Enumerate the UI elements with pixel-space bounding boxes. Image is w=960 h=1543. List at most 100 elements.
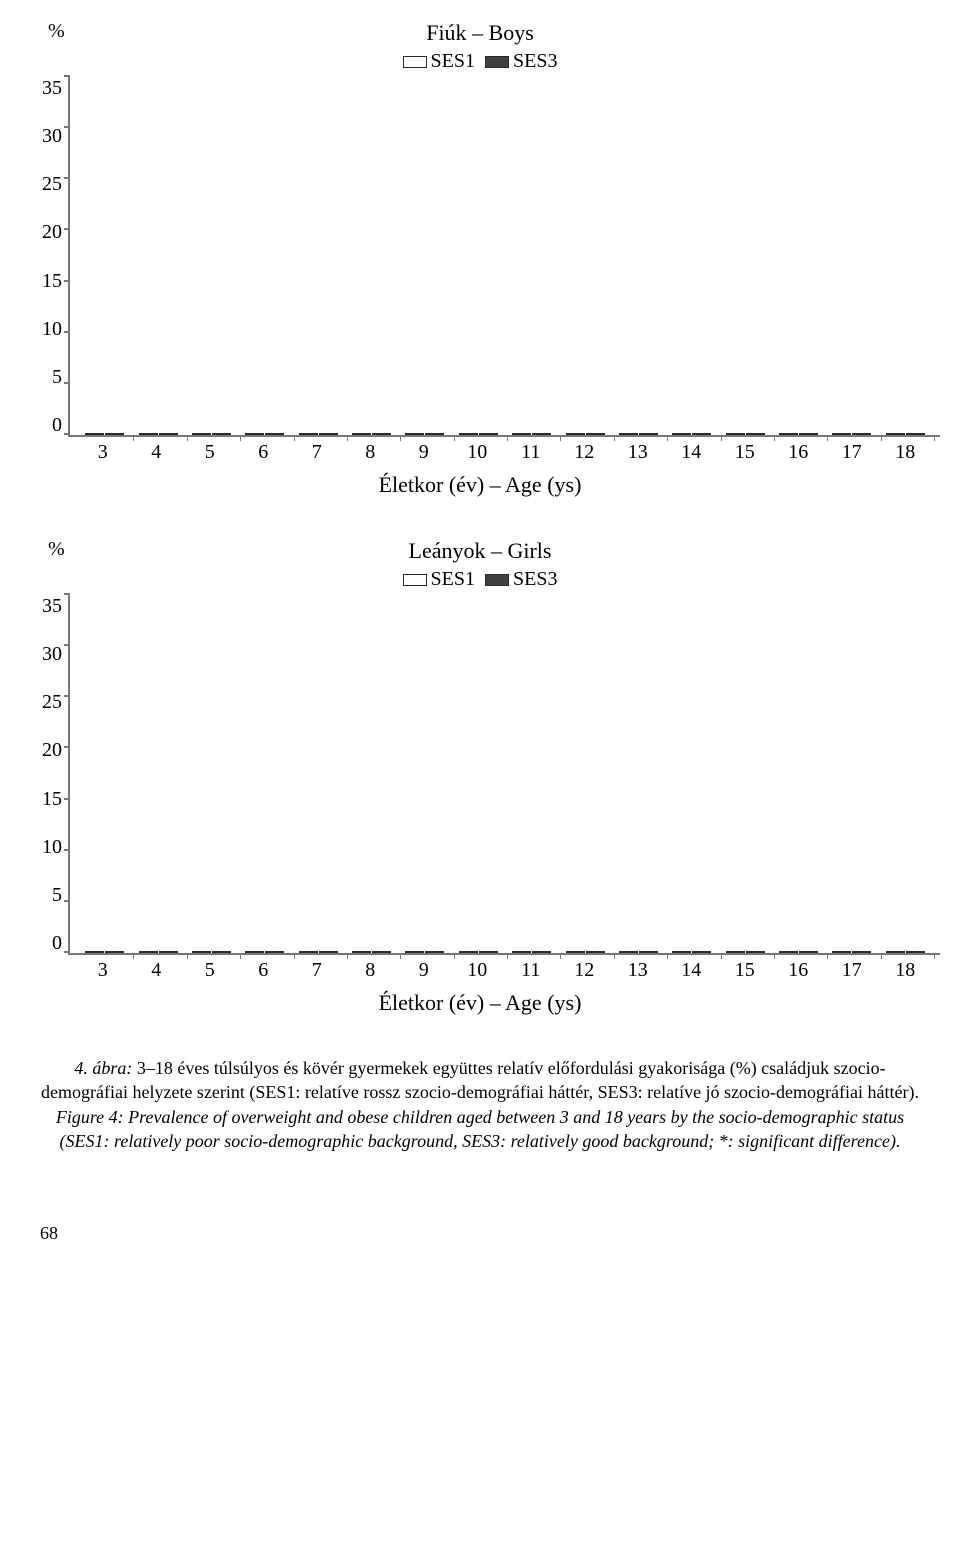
- x-tick-label: 6: [237, 437, 291, 464]
- x-tick-mark: [133, 953, 134, 959]
- x-tick-label: 5: [183, 437, 237, 464]
- caption-body-hun: 3–18 éves túlsúlyos és kövér gyermekek e…: [41, 1058, 919, 1102]
- bar-ses3: [265, 951, 284, 953]
- bar-ses1: [245, 433, 264, 435]
- x-tick-mark: [400, 953, 401, 959]
- bar-ses3: [906, 951, 925, 953]
- bar-group: [558, 951, 611, 953]
- x-tick-mark: [347, 435, 348, 441]
- bar-group: [452, 951, 505, 953]
- bar-group: [345, 433, 398, 435]
- legend-swatch-icon: [485, 574, 509, 586]
- x-tick-mark: [881, 953, 882, 959]
- bar-ses1: [352, 951, 371, 953]
- x-tick-mark: [560, 953, 561, 959]
- x-tick-label: 18: [879, 955, 933, 982]
- bar-group: [505, 433, 558, 435]
- bar-ses1: [299, 951, 318, 953]
- x-axis-title: Életkor (év) – Age (ys): [20, 472, 940, 498]
- y-tick-label: 35: [42, 77, 62, 100]
- bar-ses3: [799, 951, 818, 953]
- bar-ses1: [726, 951, 745, 953]
- legend-label: SES3: [513, 568, 557, 591]
- x-tick-mark: [454, 435, 455, 441]
- bar-ses1: [672, 951, 691, 953]
- y-tick-mark: [64, 382, 70, 384]
- x-tick-label: 9: [397, 955, 451, 982]
- x-tick-mark: [667, 435, 668, 441]
- bar-ses3: [799, 433, 818, 435]
- bar-ses1: [619, 433, 638, 435]
- chart-legend: SES1 SES3: [20, 568, 940, 591]
- legend-label: SES1: [431, 50, 475, 73]
- x-tick-label: 13: [611, 437, 665, 464]
- bar-ses3: [532, 951, 551, 953]
- bar-ses3: [372, 433, 391, 435]
- bar-ses3: [159, 433, 178, 435]
- y-tick-label: 10: [42, 836, 62, 859]
- bar-group: [825, 951, 878, 953]
- x-tick-label: 9: [397, 437, 451, 464]
- y-tick-label: 25: [42, 691, 62, 714]
- bar-group: [185, 951, 238, 953]
- x-tick-mark: [454, 953, 455, 959]
- bar-ses3: [212, 951, 231, 953]
- chart-boys: %Fiúk – BoysSES1SES335302520151050345678…: [20, 20, 940, 498]
- x-tick-label: 8: [344, 437, 398, 464]
- x-tick-mark: [827, 953, 828, 959]
- x-tick-mark: [400, 435, 401, 441]
- bar-ses3: [212, 433, 231, 435]
- y-tick-label: 15: [42, 788, 62, 811]
- bar-ses1: [619, 951, 638, 953]
- bar-ses3: [319, 433, 338, 435]
- x-tick-label: 10: [451, 955, 505, 982]
- bar-group: [238, 951, 291, 953]
- bar-group: [185, 433, 238, 435]
- x-tick-label: 3: [76, 437, 130, 464]
- bar-ses3: [479, 433, 498, 435]
- bar-ses3: [105, 951, 124, 953]
- plot-area: [68, 595, 940, 955]
- caption-label-eng: Figure 4:: [56, 1107, 124, 1127]
- bar-ses1: [192, 433, 211, 435]
- y-tick-mark: [64, 228, 70, 230]
- bar-ses1: [85, 951, 104, 953]
- y-tick-label: 10: [42, 318, 62, 341]
- bar-ses1: [832, 433, 851, 435]
- y-tick-label: 0: [52, 932, 62, 955]
- legend-item: SES1: [403, 568, 475, 591]
- x-tick-label: 18: [879, 437, 933, 464]
- y-tick-label: 5: [52, 884, 62, 907]
- bar-ses3: [639, 433, 658, 435]
- chart-title: Fiúk – Boys: [20, 20, 940, 46]
- bar-ses1: [352, 433, 371, 435]
- y-tick-label: 5: [52, 366, 62, 389]
- plot-area: [68, 77, 940, 437]
- chart-legend: SES1SES3: [20, 50, 940, 73]
- x-tick-mark: [934, 435, 935, 441]
- bar-group: [292, 433, 345, 435]
- x-tick-mark: [294, 435, 295, 441]
- y-tick-mark: [64, 75, 70, 77]
- y-tick-label: 15: [42, 270, 62, 293]
- x-tick-label: 5: [183, 955, 237, 982]
- bar-group: [719, 951, 772, 953]
- bar-ses3: [746, 433, 765, 435]
- bar-ses3: [692, 951, 711, 953]
- x-tick-label: 16: [772, 437, 826, 464]
- x-tick-label: 8: [344, 955, 398, 982]
- x-tick-label: 12: [558, 437, 612, 464]
- legend-label: SES1: [431, 568, 475, 591]
- x-tick-label: 12: [558, 955, 612, 982]
- bar-ses1: [832, 951, 851, 953]
- y-tick-label: 35: [42, 595, 62, 618]
- x-tick-label: 4: [130, 955, 184, 982]
- x-tick-label: 11: [504, 437, 558, 464]
- bar-ses3: [852, 433, 871, 435]
- chart-title: Leányok – Girls: [20, 538, 940, 564]
- bar-ses1: [192, 951, 211, 953]
- x-tick-label: 14: [665, 437, 719, 464]
- legend-swatch-icon: [403, 56, 427, 68]
- y-axis-unit-label: %: [48, 20, 65, 43]
- bar-ses3: [586, 433, 605, 435]
